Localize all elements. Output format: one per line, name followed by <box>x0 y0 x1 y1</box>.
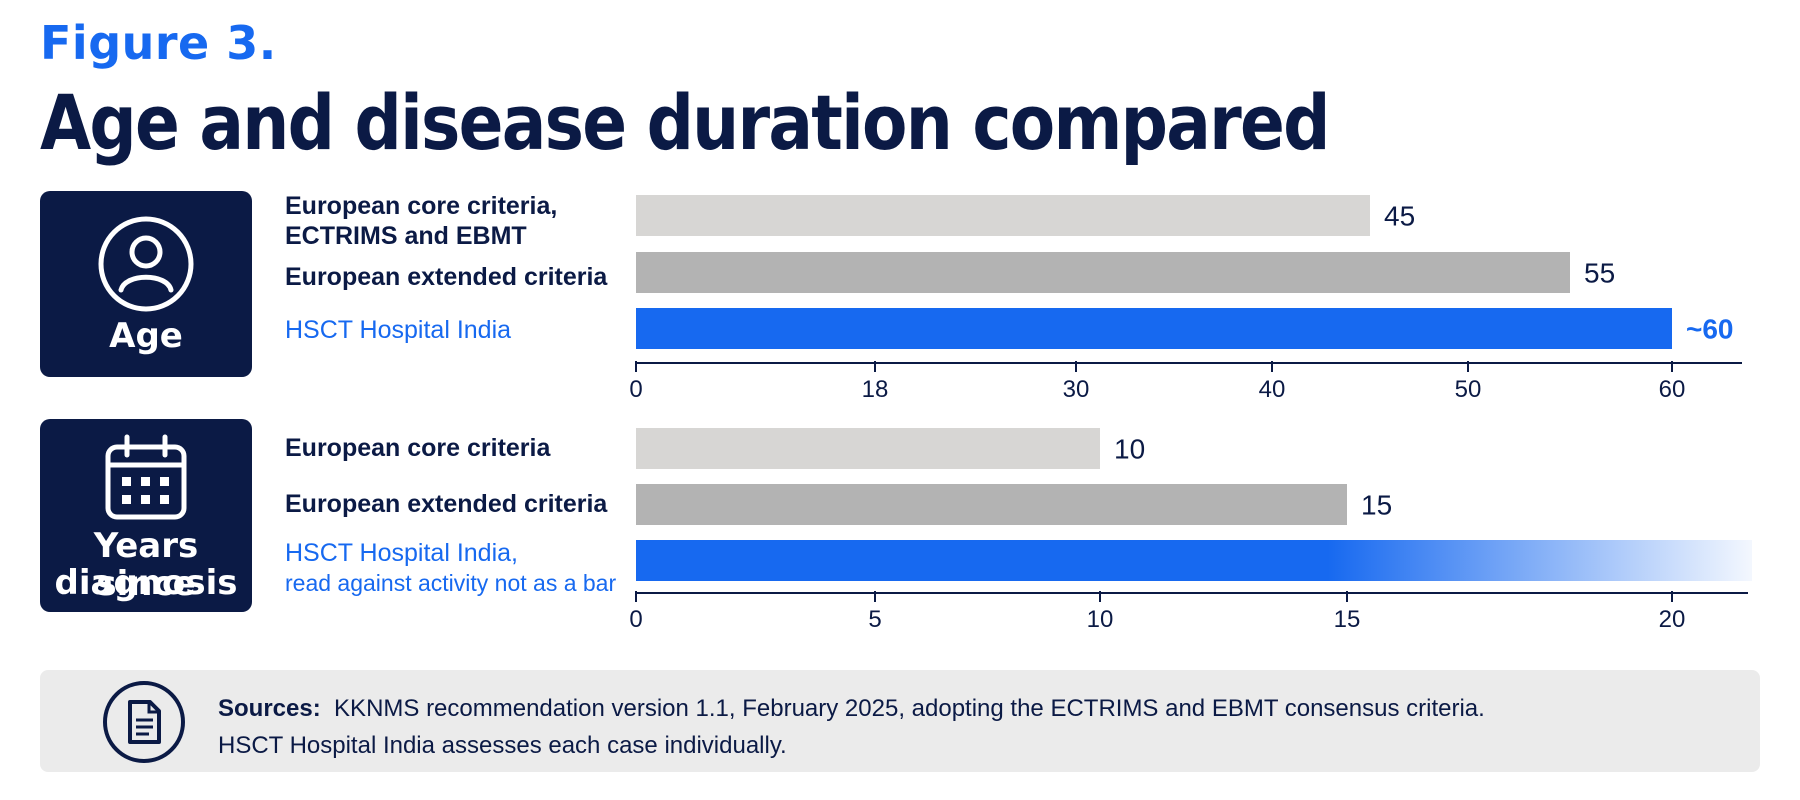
age-tile-label: Age <box>109 316 183 356</box>
sources-line1: KKNMS recommendation version 1.1, Februa… <box>334 695 1485 722</box>
sources-text: Sources: KKNMS recommendation version 1.… <box>218 690 1485 764</box>
years-row-label-india-line2: read against activity not as a bar <box>285 570 617 596</box>
bar-years-0 <box>636 428 1100 469</box>
years-tile-label-line2: diagnosis <box>54 563 238 603</box>
age-row-label-extended: European extended criteria <box>285 263 608 291</box>
years-tile: Years since diagnosis <box>40 419 252 612</box>
sources-panel: Sources: KKNMS recommendation version 1.… <box>40 670 1760 772</box>
bar-age-0 <box>636 195 1370 236</box>
years-row-label-india-line1: HSCT Hospital India, <box>285 539 518 567</box>
bar-charts: 45 55 ~60 0 18 30 40 50 60 10 15 0 5 10 15 20 <box>629 195 1752 633</box>
years-row-label-extended: European extended criteria <box>285 490 608 518</box>
page-title: Age and disease duration compared <box>40 78 1330 167</box>
data-label-age-1: 55 <box>1584 258 1615 289</box>
bar-age-2 <box>636 308 1672 349</box>
bar-years-1 <box>636 484 1347 525</box>
data-label-years-0: 10 <box>1114 434 1145 465</box>
age-row-label-core-line1: European core criteria, <box>285 192 558 220</box>
age-row-label-core: European core criteria, ECTRIMS and EBMT <box>285 191 557 251</box>
years-row-label-core: European core criteria <box>285 434 551 462</box>
tick-label-years-4: 20 <box>1659 606 1686 633</box>
tick-label-age-3: 40 <box>1259 376 1286 403</box>
age-row-label-core-line2: ECTRIMS and EBMT <box>285 222 527 250</box>
tick-label-age-1: 18 <box>862 376 889 403</box>
age-row-label-india: HSCT Hospital India <box>285 316 512 344</box>
tick-label-age-5: 60 <box>1659 376 1686 403</box>
tick-label-age-2: 30 <box>1063 376 1090 403</box>
data-label-age-2: ~60 <box>1686 314 1734 345</box>
bar-years-2 <box>636 540 1752 581</box>
tick-label-years-3: 15 <box>1334 606 1361 633</box>
data-label-years-1: 15 <box>1361 490 1392 521</box>
years-row-label-india: HSCT Hospital India, read against activi… <box>285 538 616 598</box>
tick-label-age-4: 50 <box>1455 376 1482 403</box>
data-label-age-0: 45 <box>1384 201 1415 232</box>
document-icon <box>102 680 186 769</box>
figure-kicker: Figure 3. <box>40 16 277 70</box>
tick-label-years-0: 0 <box>629 606 642 633</box>
tick-label-age-0: 0 <box>629 376 642 403</box>
age-tile: Age <box>40 191 252 377</box>
tick-label-years-2: 10 <box>1087 606 1114 633</box>
sources-line2: HSCT Hospital India assesses each case i… <box>218 732 787 759</box>
sources-label: Sources: <box>218 695 321 722</box>
bar-age-1 <box>636 252 1570 293</box>
person-icon <box>97 215 195 318</box>
years-tile-label-line1: Years since <box>93 526 199 604</box>
calendar-icon <box>103 433 189 528</box>
tick-label-years-1: 5 <box>868 606 881 633</box>
